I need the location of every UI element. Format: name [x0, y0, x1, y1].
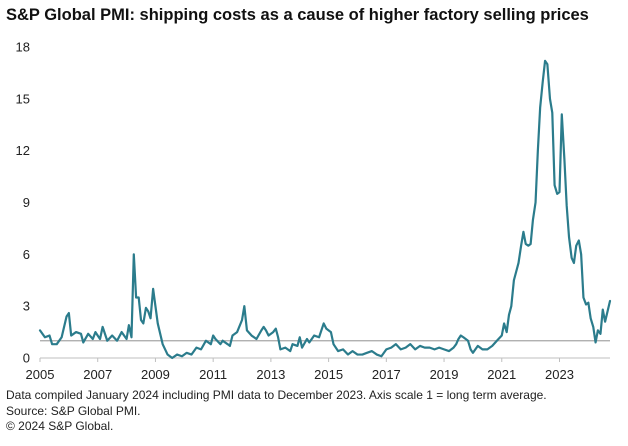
y-tick-label: 3 [23, 299, 30, 314]
x-tick-label: 2013 [256, 367, 285, 382]
y-tick-label: 15 [16, 91, 30, 106]
note-copyright: © 2024 S&P Global. [6, 419, 114, 433]
note-source: Source: S&P Global PMI. [6, 403, 141, 418]
chart-title: S&P Global PMI: shipping costs as a caus… [6, 6, 589, 24]
y-tick-label: 18 [16, 40, 30, 55]
series-line-0 [38, 59, 612, 360]
x-axis-ticks: 2005 2007 2009 2011 2013 2015 2017 2019 2021 2023 [26, 358, 574, 382]
y-tick-label: 9 [23, 195, 30, 210]
x-tick-label: 2005 [26, 367, 55, 382]
x-tick-label: 2017 [372, 367, 401, 382]
series-group [38, 59, 612, 360]
x-tick-label: 2007 [83, 367, 112, 382]
y-tick-label: 6 [23, 247, 30, 262]
x-tick-label: 2023 [545, 367, 574, 382]
x-tick-label: 2015 [314, 367, 343, 382]
chart-notes: Data compiled January 2024 including PMI… [6, 388, 547, 435]
x-tick-label: 2011 [199, 367, 227, 382]
x-tick-label: 2021 [487, 367, 516, 382]
y-tick-label: 12 [16, 143, 30, 158]
x-tick-label: 2009 [141, 367, 170, 382]
note-data-compiled: Data compiled January 2024 including PMI… [6, 388, 547, 402]
y-tick-label: 0 [23, 351, 30, 366]
y-axis-ticks: 0 3 6 9 12 15 18 [16, 40, 30, 366]
x-tick-label: 2019 [430, 367, 459, 382]
